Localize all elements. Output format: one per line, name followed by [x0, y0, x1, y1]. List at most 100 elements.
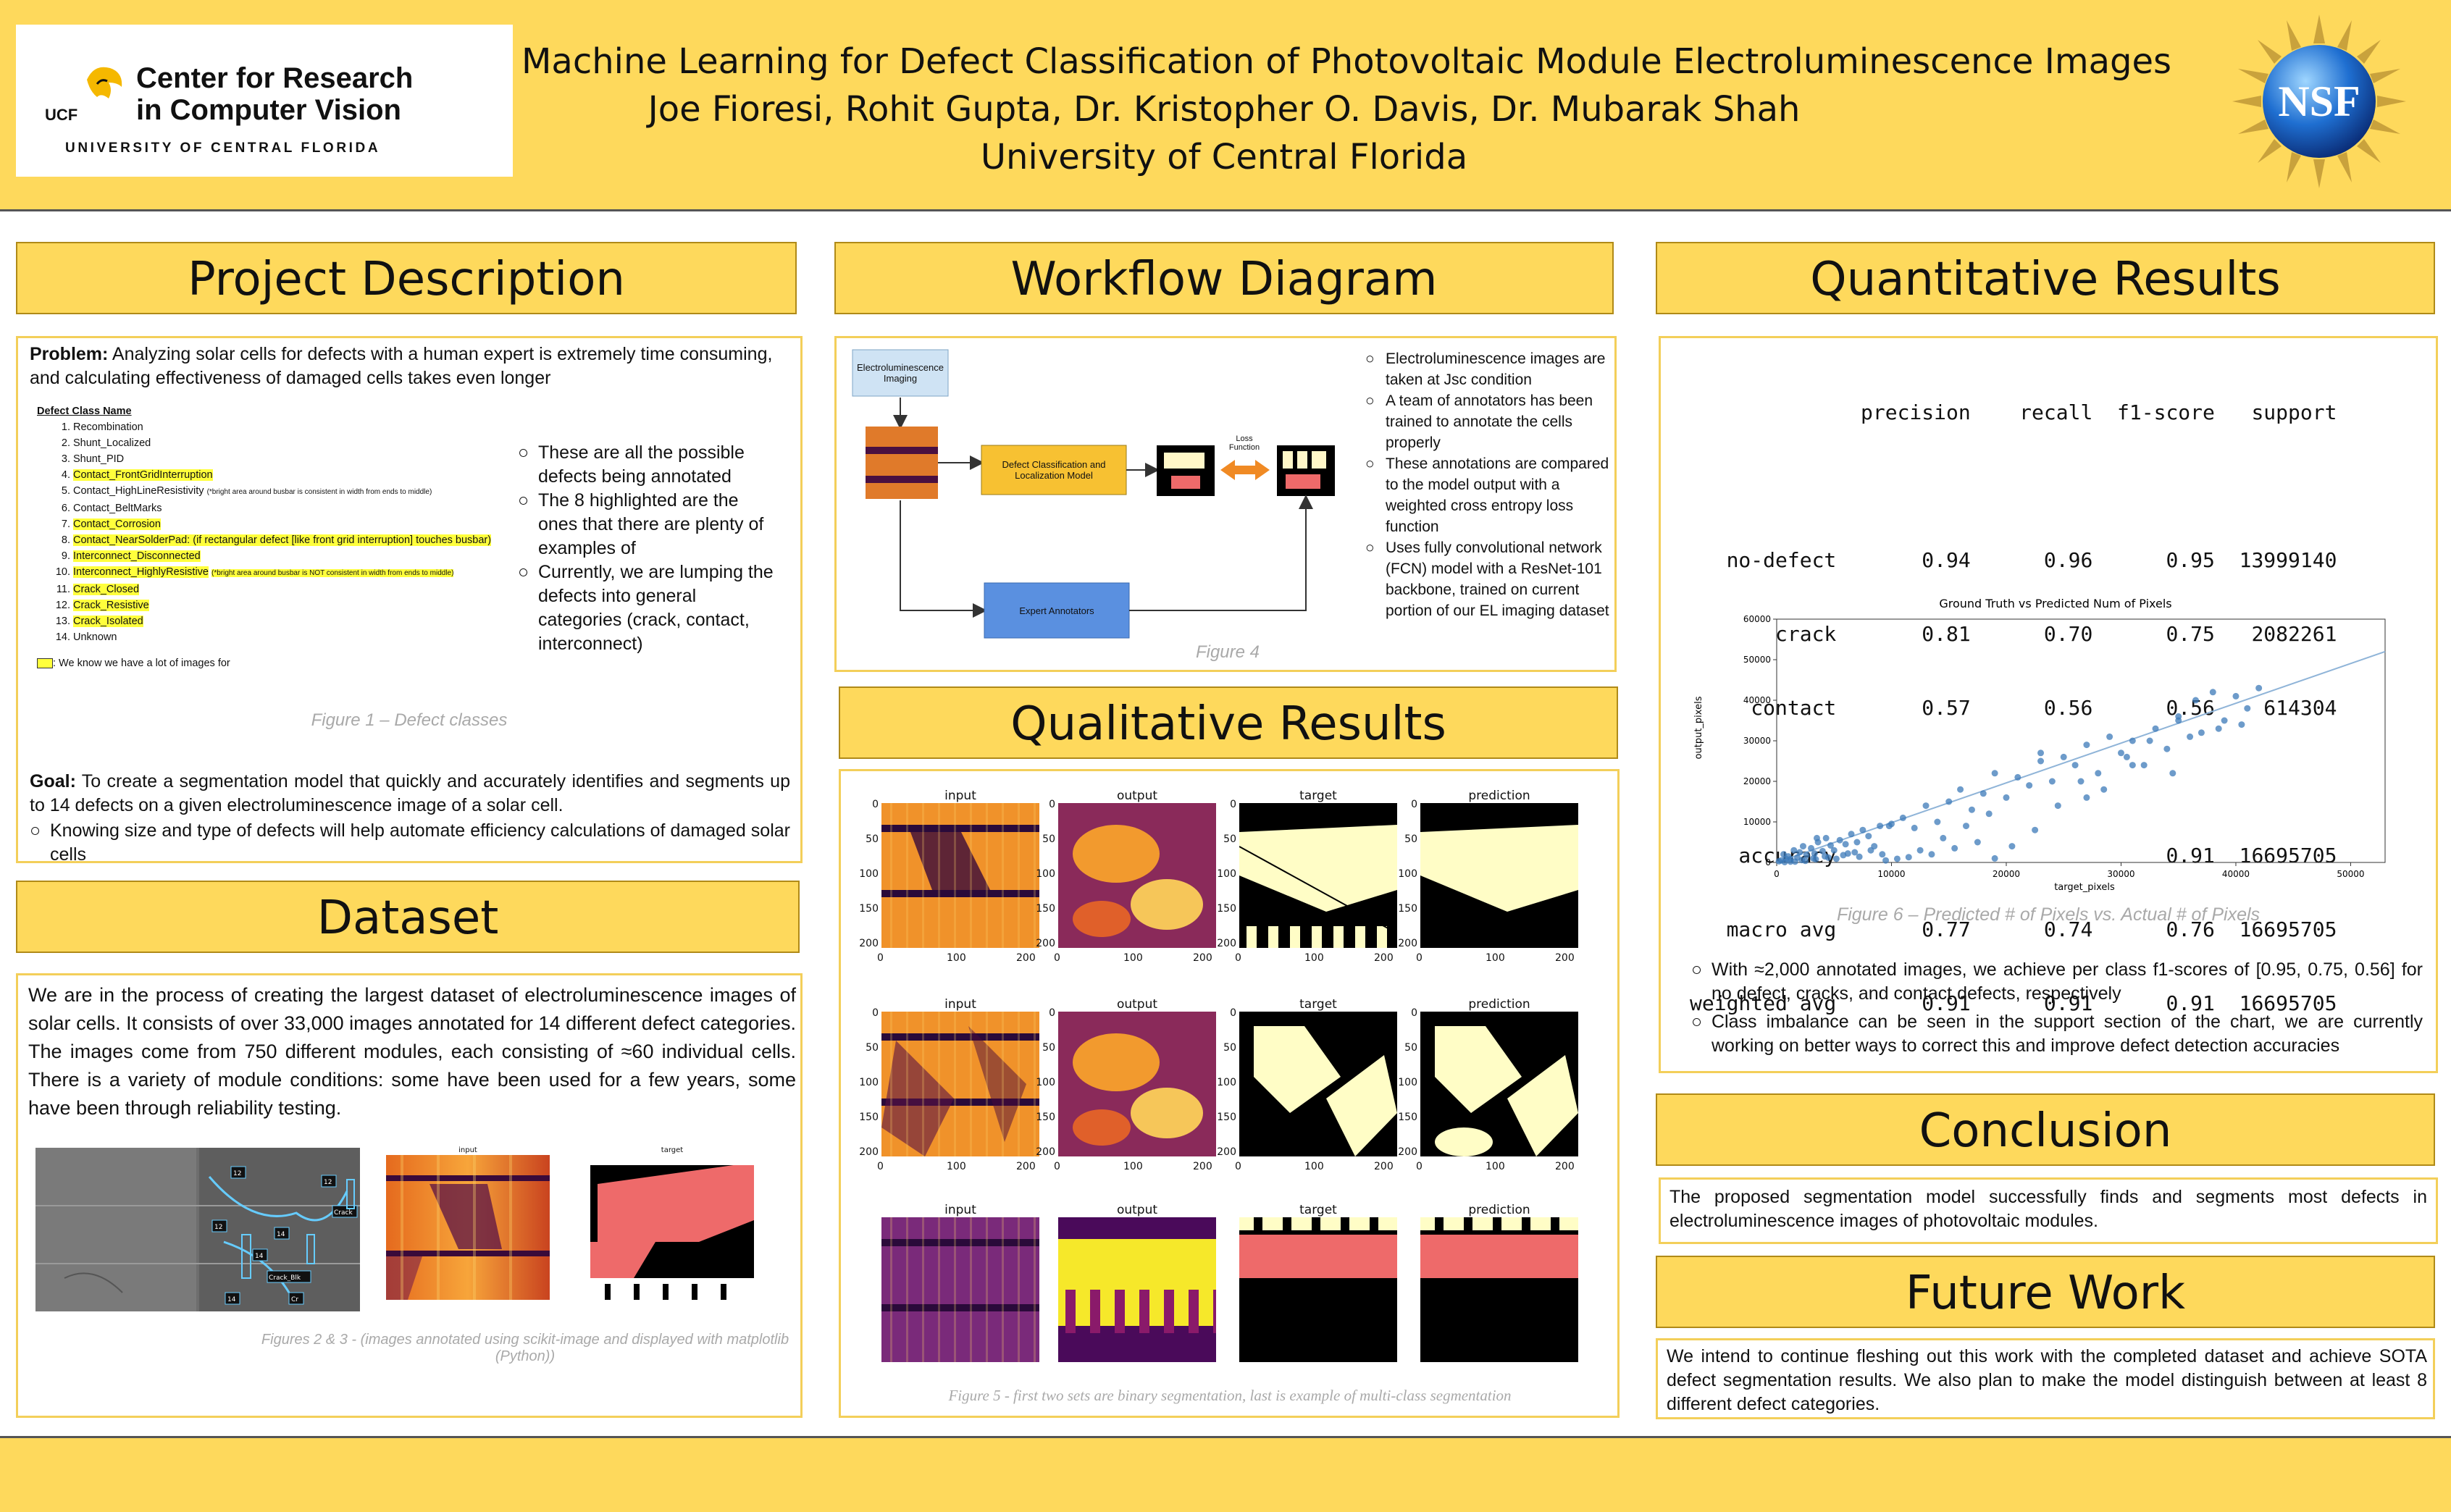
scatter-point [1951, 844, 1958, 852]
figure-1-caption: Figure 1 – Defect classes [311, 710, 508, 730]
scatter-point [1813, 834, 1820, 841]
qual-x-tick: 100 [947, 1161, 966, 1172]
qual-y-tick: 0 [872, 799, 879, 810]
qual-y-tick: 50 [1042, 833, 1055, 845]
defect-item: Crack_Closed [73, 581, 491, 597]
scatter-point [2106, 733, 2113, 740]
scatter-point [1781, 858, 1788, 865]
defect-name: Crack_Resistive [73, 600, 149, 611]
report-row: macro avg 0.77 0.74 0.76 16695705 [1690, 917, 2337, 941]
workflow-panel: Electroluminescence Imaging Defect Class… [834, 336, 1617, 672]
workflow-bullet: Electroluminescence images are taken at … [1365, 348, 1612, 390]
problem-text: Analyzing solar cells for defects with a… [30, 344, 773, 388]
qual-image-prediction [1420, 1012, 1578, 1156]
scatter-point [1790, 847, 1798, 854]
loss-function-label: Loss Function [1228, 434, 1260, 452]
qual-col-title: prediction [1468, 1203, 1530, 1217]
qualitative-heading: Qualitative Results [839, 686, 1618, 759]
qual-y-tick: 0 [1411, 1007, 1417, 1019]
scatter-point [1827, 841, 1834, 849]
scatter-point [1842, 841, 1849, 848]
defect-name: Contact_BeltMarks [73, 503, 162, 514]
el-imaging-box: Electroluminescence Imaging [857, 362, 944, 384]
defect-name: Crack_Closed [73, 584, 140, 595]
qual-col-title: input [944, 789, 976, 803]
qual-y-tick: 150 [1398, 1112, 1417, 1123]
qual-y-tick: 100 [1398, 868, 1417, 880]
qual-y-tick: 200 [859, 1146, 879, 1158]
qual-col-title: input [944, 997, 976, 1012]
qual-col-title: target [1299, 789, 1337, 803]
scatter-point [1808, 844, 1815, 852]
qual-x-tick: 100 [1123, 1161, 1143, 1172]
scatter-point [2037, 749, 2045, 757]
scatter-point [1787, 858, 1794, 865]
dataset-description: We are in the process of creating the la… [28, 984, 796, 1119]
scatter-point [2215, 725, 2222, 732]
scatter-point [1922, 802, 1930, 810]
qual-y-tick: 50 [1223, 1042, 1236, 1054]
chart-title: Ground Truth vs Predicted Num of Pixels [1939, 597, 2171, 610]
defect-item: Unknown [73, 629, 491, 645]
qual-y-tick: 150 [1036, 903, 1055, 915]
scatter-point [1963, 823, 1970, 830]
annot-tag: 12 [233, 1170, 241, 1177]
scatter-point [2077, 778, 2085, 785]
defect-name: Interconnect_Disconnected [73, 550, 201, 562]
conclusion-heading: Conclusion [1656, 1093, 2435, 1166]
qual-x-tick: 0 [1235, 1161, 1241, 1172]
qual-x-tick: 200 [1193, 952, 1212, 964]
scatter-point [1865, 833, 1872, 840]
scatter-point [1885, 823, 1893, 830]
annot-tag: 12 [214, 1224, 222, 1231]
scatter-point [1848, 831, 1855, 838]
goal-bullet: Knowing size and type of defects will he… [30, 819, 790, 867]
goal-statement: Goal: To create a segmentation model tha… [30, 770, 790, 818]
defect-list: Recombination Shunt_Localized Shunt_PID Con… [37, 419, 492, 645]
scatter-point [1928, 851, 1935, 858]
qual-x-tick: 0 [877, 1161, 884, 1172]
workflow-bullets: Electroluminescence images are taken at … [1365, 348, 1612, 621]
qual-x-tick: 100 [1304, 1161, 1324, 1172]
scatter-point [1830, 847, 1838, 854]
defect-name: Contact_HighLineResistivity [73, 485, 204, 497]
scatter-point [2060, 753, 2067, 760]
x-tick-label: 50000 [2337, 869, 2364, 879]
problem-statement: Problem: Analyzing solar cells for defec… [30, 343, 790, 390]
fit-line [1776, 650, 2386, 863]
qual-y-tick: 50 [1404, 833, 1417, 845]
ucf-mark-text: UCF [45, 106, 78, 124]
conclusion-panel: The proposed segmentation model successf… [1659, 1177, 2438, 1244]
defect-item: Contact_NearSolderPad: (if rectangular d… [73, 532, 492, 548]
y-tick-label: 30000 [1743, 736, 1771, 746]
defect-item: Contact_Corrosion [73, 516, 491, 532]
qual-y-tick: 150 [1217, 903, 1236, 915]
qual-image-input [881, 1012, 1039, 1156]
chart-xlabel: target_pixels [2054, 882, 2115, 893]
scatter-point [2169, 770, 2176, 777]
qual-image-input [881, 1217, 1039, 1362]
quantitative-bullet: With ≈2,000 annotated images, we achieve… [1691, 958, 2423, 1006]
qual-x-tick: 0 [1235, 952, 1241, 964]
qual-y-tick: 100 [1036, 1077, 1055, 1088]
defect-bullet: Currently, we are lumping the defects in… [518, 560, 779, 656]
defect-name: Crack_Isolated [73, 616, 143, 627]
qualitative-panel: input 0 50 100 150 200 0 100 200 output 0 50 100 150 2… [839, 769, 1620, 1418]
x-tick-label: 20000 [1993, 869, 2020, 879]
highlight-swatch [37, 658, 53, 669]
nsf-logo-icon: NSF [2232, 14, 2406, 188]
scatter-point [2117, 749, 2124, 757]
scatter-point [1824, 854, 1832, 861]
y-tick-label: 60000 [1743, 614, 1771, 624]
conclusion-text: The proposed segmentation model successf… [1669, 1187, 2427, 1231]
scatter-point [2197, 729, 2205, 736]
scatter-point [2032, 826, 2039, 833]
x-tick-label: 30000 [2107, 869, 2134, 879]
scatter-point [2129, 737, 2136, 744]
scatter-point [1879, 851, 1886, 858]
qual-x-tick: 200 [1555, 1161, 1575, 1172]
qual-y-tick: 200 [859, 938, 879, 949]
future-work-heading: Future Work [1656, 1256, 2435, 1328]
defect-class-list: Defect Class Name Recombination Shunt_Loc… [37, 403, 492, 671]
scatter-point [1882, 857, 1890, 864]
